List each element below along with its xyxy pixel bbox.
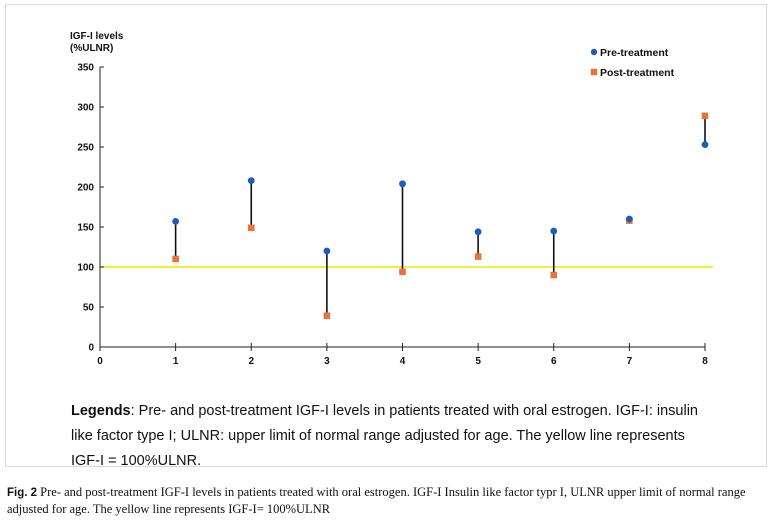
post-treatment-point (701, 112, 709, 120)
pre-treatment-point (550, 227, 558, 235)
post-treatment-point (550, 271, 558, 279)
y-tick-label: 200 (77, 183, 94, 194)
legend-marker-pre (590, 48, 598, 56)
post-treatment-point (172, 255, 179, 263)
post-treatment-point (399, 268, 406, 276)
caption-text: Pre- and post-treatment IGF-I levels in … (7, 485, 746, 516)
pre-treatment-point (474, 228, 482, 236)
x-tick-label: 8 (702, 356, 708, 367)
x-tick-label: 5 (475, 356, 481, 367)
x-tick-label: 3 (324, 356, 330, 367)
y-tick-label: 150 (77, 223, 94, 234)
y-tick-label: 0 (88, 343, 94, 354)
legend-label-post: Post-treatment (600, 67, 675, 79)
y-tick-label: 300 (77, 103, 94, 114)
x-tick-label: 4 (400, 356, 406, 367)
y-tick-label: 50 (83, 303, 95, 314)
pre-treatment-point (247, 177, 255, 185)
post-treatment-point (323, 312, 331, 320)
chart-legend: Pre-treatment Post-treatment (590, 47, 675, 79)
legend-keyword: Legends (71, 403, 131, 419)
y-tick-label: 250 (77, 143, 94, 154)
post-treatment-point (474, 253, 482, 260)
pre-treatment-point (701, 141, 709, 149)
pre-treatment-point (399, 180, 406, 188)
y-tick-label: 350 (77, 63, 94, 74)
figure-label: Fig. 2 (7, 487, 38, 499)
y-axis-label-line2: (%ULNR) (70, 43, 113, 54)
x-tick-label: 6 (551, 356, 557, 367)
pre-treatment-point (625, 215, 633, 223)
legend-marker-post (590, 68, 598, 76)
igf-chart: IGF-I levels (%ULNR) 0501001502002503003… (70, 31, 713, 367)
figure-caption: Fig. 2 Pre- and post-treatment IGF-I lev… (7, 484, 769, 517)
x-tick-label: 0 (97, 356, 103, 367)
pre-treatment-point (172, 218, 180, 225)
y-axis-label-line1: IGF-I levels (70, 31, 124, 42)
legend-label-pre: Pre-treatment (600, 47, 669, 59)
figure-frame: IGF-I levels (%ULNR) 0 50 100 150 200 250 300 3… (5, 4, 767, 469)
x-tick-label: 1 (173, 356, 179, 367)
legend-text: : Pre- and post-treatment IGF-I levels i… (71, 403, 698, 469)
post-treatment-point (247, 224, 255, 232)
x-tick-label: 2 (248, 356, 254, 367)
y-tick-label: 100 (77, 263, 94, 274)
x-tick-label: 7 (627, 356, 633, 367)
legend-description: Legends: Pre- and post-treatment IGF-I l… (71, 399, 711, 474)
pre-treatment-point (323, 247, 331, 255)
